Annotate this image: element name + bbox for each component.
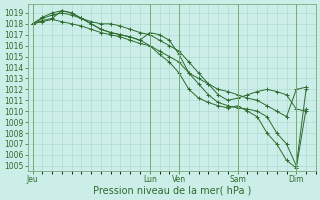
X-axis label: Pression niveau de la mer( hPa ): Pression niveau de la mer( hPa ) xyxy=(92,186,251,196)
